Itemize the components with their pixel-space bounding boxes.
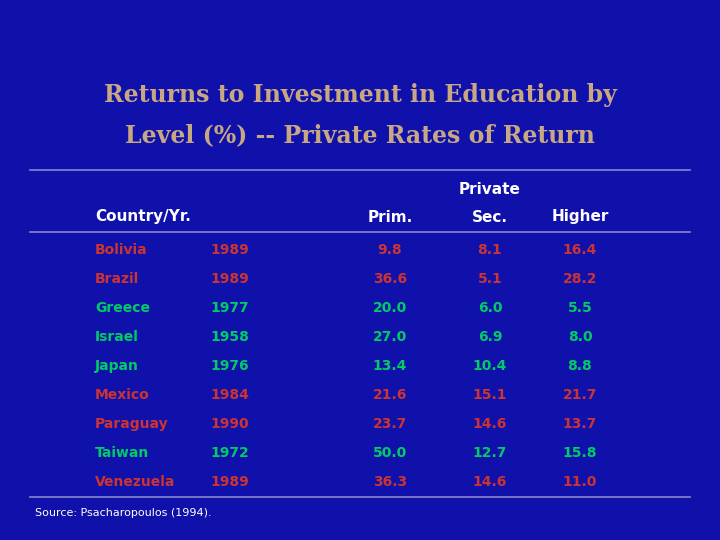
Text: 28.2: 28.2 [563,272,598,286]
Text: Higher: Higher [552,210,608,225]
Text: 6.9: 6.9 [478,330,503,344]
Text: 15.8: 15.8 [563,446,598,460]
Text: 36.3: 36.3 [373,475,407,489]
Text: 14.6: 14.6 [473,417,507,431]
Text: 23.7: 23.7 [373,417,407,431]
Text: 20.0: 20.0 [373,301,407,315]
Text: Sec.: Sec. [472,210,508,225]
Text: Bolivia: Bolivia [95,243,148,257]
Text: 13.4: 13.4 [373,359,408,373]
Text: 8.1: 8.1 [477,243,503,257]
Text: 21.7: 21.7 [563,388,597,402]
Text: Returns to Investment in Education by: Returns to Investment in Education by [104,83,616,107]
Text: 1984: 1984 [210,388,249,402]
Text: 10.4: 10.4 [473,359,507,373]
Text: 16.4: 16.4 [563,243,597,257]
Text: 1989: 1989 [211,272,249,286]
Text: Paraguay: Paraguay [95,417,168,431]
Text: 1958: 1958 [210,330,249,344]
Text: 15.1: 15.1 [473,388,508,402]
Text: 36.6: 36.6 [373,272,407,286]
Text: Private: Private [459,183,521,198]
Text: 8.8: 8.8 [567,359,593,373]
Text: Israel: Israel [95,330,139,344]
Text: 1972: 1972 [211,446,249,460]
Text: 8.0: 8.0 [567,330,593,344]
Text: 27.0: 27.0 [373,330,407,344]
Text: 1977: 1977 [211,301,249,315]
Text: Source: Psacharopoulos (1994).: Source: Psacharopoulos (1994). [35,508,212,518]
Text: 13.7: 13.7 [563,417,597,431]
Text: 9.8: 9.8 [378,243,402,257]
Text: 5.1: 5.1 [477,272,503,286]
Text: Greece: Greece [95,301,150,315]
Text: Brazil: Brazil [95,272,139,286]
Text: 1976: 1976 [211,359,249,373]
Text: Japan: Japan [95,359,139,373]
Text: 1990: 1990 [211,417,249,431]
Text: 12.7: 12.7 [473,446,507,460]
Text: 14.6: 14.6 [473,475,507,489]
Text: Taiwan: Taiwan [95,446,149,460]
Text: 1989: 1989 [211,243,249,257]
Text: Level (%) -- Private Rates of Return: Level (%) -- Private Rates of Return [125,123,595,147]
Text: Venezuela: Venezuela [95,475,176,489]
Text: 11.0: 11.0 [563,475,597,489]
Text: Mexico: Mexico [95,388,150,402]
Text: 21.6: 21.6 [373,388,408,402]
Text: 1989: 1989 [211,475,249,489]
Text: 50.0: 50.0 [373,446,407,460]
Text: Country/Yr.: Country/Yr. [95,210,191,225]
Text: Prim.: Prim. [367,210,413,225]
Text: 5.5: 5.5 [567,301,593,315]
Text: 6.0: 6.0 [478,301,503,315]
